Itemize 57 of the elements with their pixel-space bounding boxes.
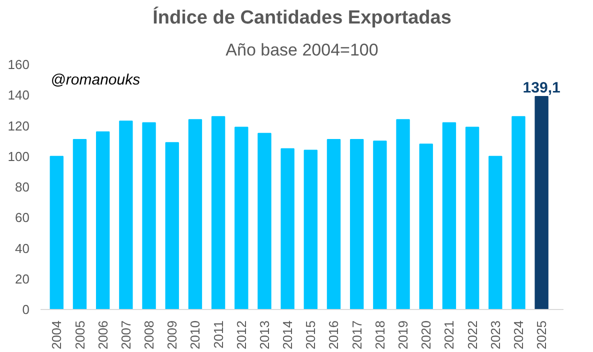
bar (165, 142, 179, 310)
bar (488, 156, 502, 310)
x-tick-label: 2012 (234, 320, 249, 350)
x-tick-label: 2006 (95, 320, 110, 350)
bar (96, 131, 110, 310)
chart-title: Índice de Cantidades Exportadas (152, 6, 452, 28)
x-tick-label: 2015 (303, 320, 318, 350)
y-tick-label: 160 (8, 57, 30, 72)
x-tick-label: 2004 (49, 320, 64, 350)
x-tick-label: 2008 (142, 320, 157, 350)
x-tick-label: 2019 (396, 320, 411, 350)
bar (373, 140, 387, 310)
bar (465, 126, 480, 310)
bar (211, 116, 226, 310)
bar (234, 126, 248, 310)
bar (50, 156, 64, 310)
bar (419, 144, 433, 310)
y-tick-label: 0 (22, 302, 30, 317)
x-tick-label: 2016 (326, 320, 342, 350)
y-tick-label: 120 (8, 118, 30, 134)
bar (512, 116, 526, 310)
x-tick-label: 2018 (372, 320, 388, 350)
bar (142, 122, 156, 310)
chart-subtitle: Año base 2004=100 (226, 40, 378, 60)
x-tick-label: 2005 (72, 320, 88, 350)
x-tick-label: 2025 (534, 320, 550, 350)
bar (442, 122, 456, 310)
y-tick-label: 100 (8, 148, 30, 164)
x-tick-label: 2014 (280, 320, 296, 350)
y-tick-label: 40 (15, 240, 30, 256)
x-tick-label: 2010 (188, 320, 203, 350)
bar (534, 96, 548, 310)
bar (119, 120, 133, 310)
x-tick-label: 2024 (510, 320, 526, 350)
y-tick-label: 140 (8, 88, 30, 103)
x-tick-label: 2020 (418, 320, 434, 350)
bar (188, 119, 202, 310)
bar (396, 119, 410, 310)
y-tick-label: 20 (15, 271, 30, 286)
data-label: 139,1 (522, 80, 560, 97)
bar (304, 150, 318, 310)
x-tick-label: 2017 (349, 320, 364, 350)
x-tick-label: 2022 (464, 320, 480, 350)
annotation: @romanouks (50, 72, 141, 88)
y-tick-label: 80 (15, 180, 30, 194)
x-tick-label: 2013 (256, 320, 272, 350)
x-tick-label: 2009 (164, 320, 180, 350)
x-tick-label: 2007 (118, 320, 134, 350)
x-tick-label: 2023 (488, 320, 503, 350)
bar (326, 139, 341, 310)
bar (72, 139, 87, 310)
x-tick-label: 2011 (210, 320, 226, 348)
bar (350, 139, 364, 310)
x-tick-label: 2021 (442, 320, 457, 350)
bar (280, 148, 294, 310)
bar (258, 132, 272, 310)
y-tick-label: 60 (15, 210, 30, 226)
